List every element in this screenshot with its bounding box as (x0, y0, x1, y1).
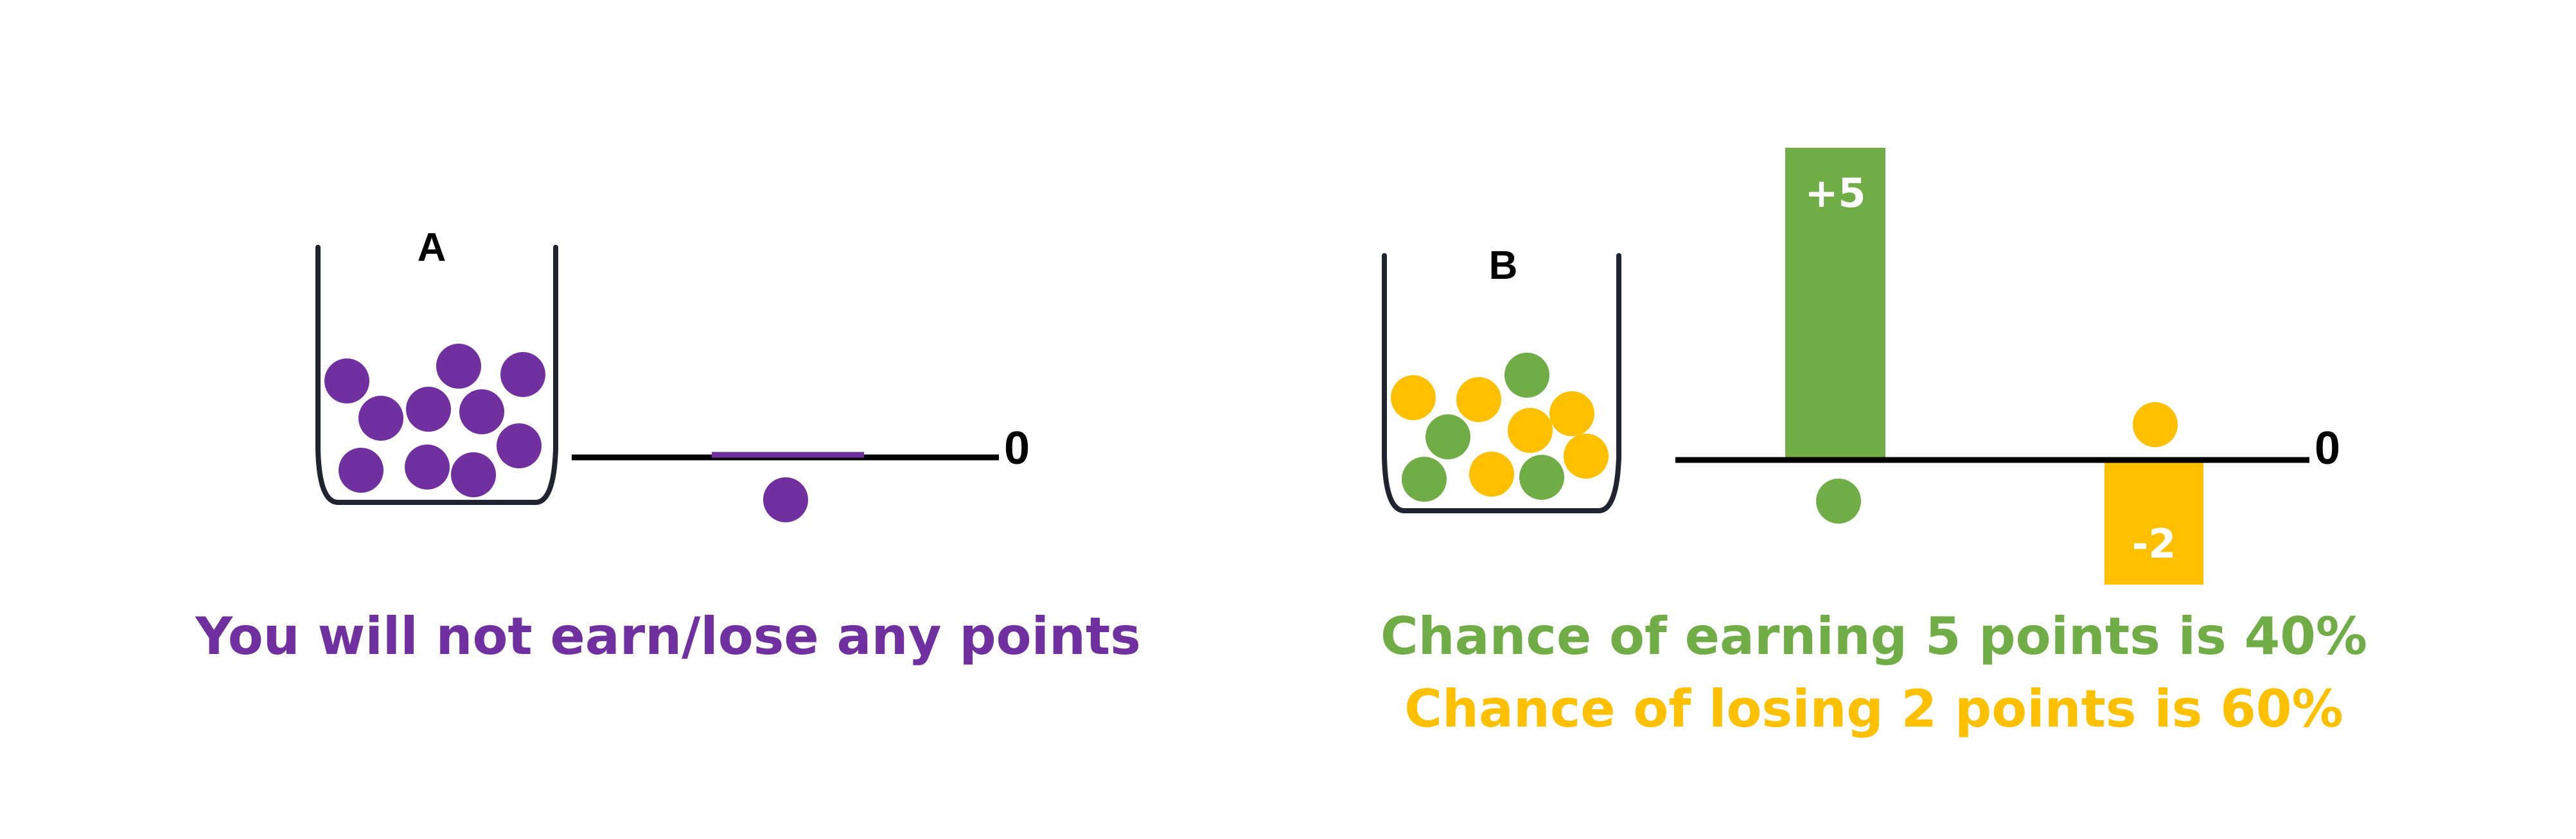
option-a-panel: A 0 You will not earn/lose any points (195, 225, 1141, 666)
green-ball (1519, 455, 1564, 500)
green-ball (1504, 353, 1549, 398)
option-b-gain-caption: Chance of earning 5 points is 40% (1381, 606, 2367, 666)
option-b-panel: B +5 -2 0 Chance of earning 5 points is … (1381, 148, 2367, 739)
yellow-ball (1391, 375, 1436, 420)
option-b-loss-caption: Chance of losing 2 points is 60% (1404, 679, 2343, 739)
purple-ball (406, 387, 451, 432)
option-b-balls (1391, 353, 1609, 502)
purple-ball (436, 344, 481, 389)
option-a-label: A (418, 225, 446, 270)
purple-ball (459, 389, 504, 434)
purple-ball (405, 445, 450, 490)
green-ball (1402, 457, 1447, 502)
option-b-gain-outcome-ball (1816, 479, 1861, 524)
option-a-balls (324, 344, 545, 497)
option-b-label: B (1489, 243, 1518, 288)
purple-ball (451, 452, 496, 497)
yellow-ball (1469, 452, 1514, 497)
option-b-loss-label: -2 (2132, 520, 2176, 567)
option-a-caption: You will not earn/lose any points (195, 606, 1141, 666)
purple-ball (497, 423, 542, 468)
purple-ball (358, 396, 403, 441)
yellow-ball (1456, 377, 1501, 422)
purple-ball (339, 448, 384, 493)
option-b-zero-label: 0 (2315, 423, 2340, 474)
option-a-zero-label: 0 (1004, 423, 1030, 474)
yellow-ball (1508, 408, 1553, 453)
option-b-gain-label: +5 (1804, 170, 1866, 216)
purple-ball (324, 358, 369, 403)
purple-ball (500, 352, 545, 397)
green-ball (1425, 414, 1470, 459)
option-b-loss-outcome-ball (2133, 402, 2178, 447)
yellow-ball (1549, 391, 1594, 436)
yellow-ball (1564, 434, 1609, 479)
option-a-outcome-ball (763, 477, 808, 522)
